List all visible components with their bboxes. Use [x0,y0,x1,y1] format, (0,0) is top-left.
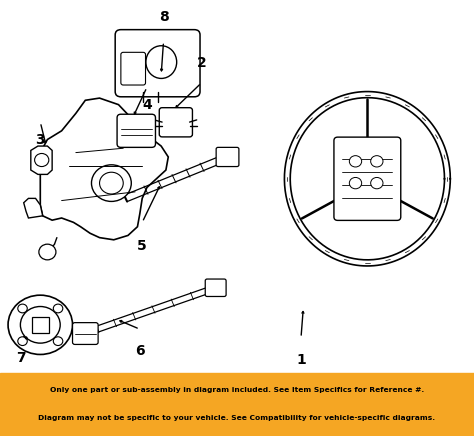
Circle shape [349,156,362,167]
Polygon shape [24,198,43,218]
FancyBboxPatch shape [334,137,401,221]
FancyBboxPatch shape [117,114,155,147]
Text: 4: 4 [142,98,152,112]
Circle shape [20,307,60,343]
Text: 8: 8 [159,10,168,24]
Ellipse shape [146,46,177,78]
FancyBboxPatch shape [32,317,49,333]
Circle shape [8,295,73,354]
Circle shape [371,156,383,167]
Circle shape [39,244,56,260]
Text: Diagram may not be specific to your vehicle. See Compatibility for vehicle-speci: Diagram may not be specific to your vehi… [38,416,436,421]
Circle shape [53,304,63,313]
Text: 2: 2 [197,56,206,70]
Text: Only one part or sub-assembly in diagram included. See Item Specifics for Refere: Only one part or sub-assembly in diagram… [50,388,424,393]
Circle shape [371,177,383,189]
Polygon shape [40,98,168,240]
Polygon shape [31,146,52,174]
Circle shape [100,172,123,194]
Circle shape [35,153,49,167]
Circle shape [349,177,362,189]
Bar [0,373,474,436]
Text: 1: 1 [296,353,306,367]
FancyBboxPatch shape [115,30,200,97]
FancyBboxPatch shape [73,323,98,344]
FancyBboxPatch shape [205,279,226,296]
FancyBboxPatch shape [159,108,192,137]
Text: 3: 3 [36,133,45,146]
FancyBboxPatch shape [121,52,146,85]
Text: 6: 6 [135,344,145,358]
Text: 5: 5 [137,239,147,253]
Text: 7: 7 [17,351,26,364]
Circle shape [53,337,63,345]
Circle shape [91,165,131,201]
Circle shape [18,337,27,345]
Circle shape [18,304,27,313]
FancyBboxPatch shape [216,147,239,167]
